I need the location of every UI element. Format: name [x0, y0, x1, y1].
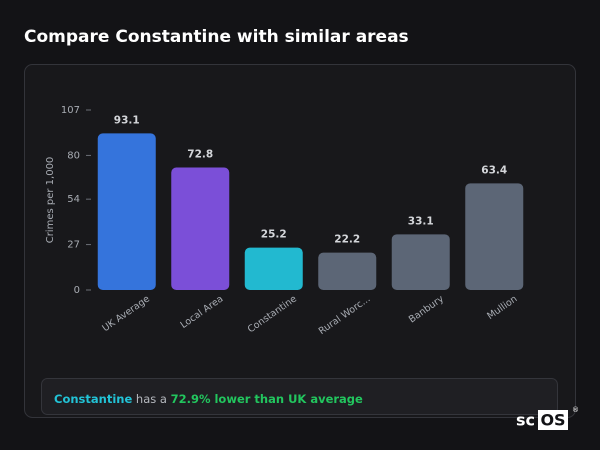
value-label: 93.1	[114, 114, 140, 126]
y-tick-label: 27	[67, 240, 80, 251]
bar	[391, 234, 450, 290]
value-label: 22.2	[334, 234, 360, 246]
note-area: Constantine	[54, 392, 132, 406]
y-tick-label: 107	[61, 105, 80, 116]
bar	[244, 247, 303, 290]
note-box	[41, 378, 558, 415]
logo-box	[538, 410, 568, 430]
note-text: has a	[136, 392, 167, 406]
card	[24, 64, 576, 418]
logo-mark: ®	[572, 406, 579, 414]
page-title: Compare Constantine with similar areas	[24, 27, 409, 47]
logo-prefix: sc	[516, 411, 535, 430]
note-highlight: 72.9% lower than UK average	[171, 392, 363, 406]
note: Constantine has a 72.9% lower than UK av…	[54, 392, 363, 406]
bar	[171, 167, 230, 290]
value-label: 33.1	[408, 215, 434, 227]
value-label: 72.8	[187, 149, 213, 161]
bar	[97, 133, 156, 290]
y-tick-label: 54	[67, 194, 80, 205]
value-label: 25.2	[261, 229, 287, 241]
y-tick-label: 80	[67, 150, 80, 161]
y-axis-label: Crimes per 1,000	[45, 157, 56, 244]
value-label: 63.4	[481, 164, 507, 176]
bar	[318, 252, 377, 290]
logo-boxed: OS	[540, 411, 565, 430]
bar	[465, 183, 524, 290]
y-tick-label: 0	[74, 285, 80, 296]
